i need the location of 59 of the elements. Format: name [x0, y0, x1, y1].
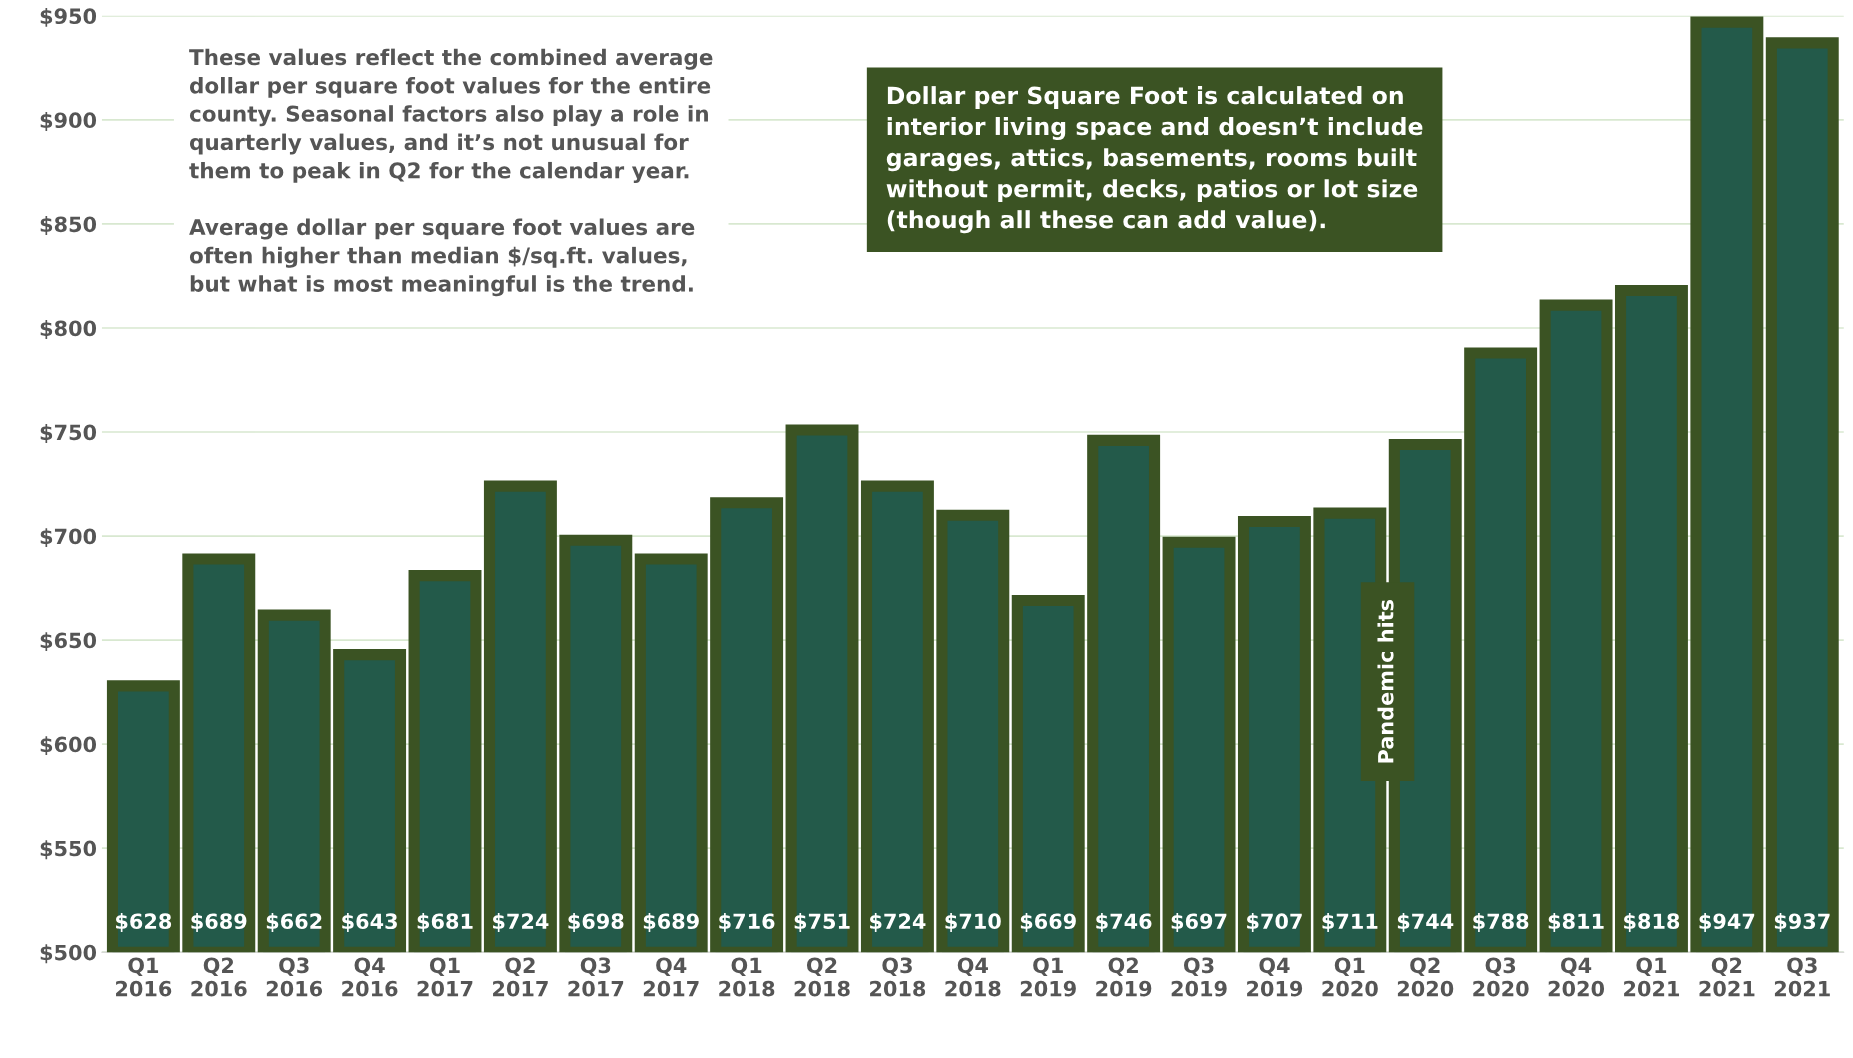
data-label: $744: [1397, 912, 1454, 932]
text: These values reflect the combined average dollar per square foot values for the entire county. Seasonal factors also play a role in quarterly values, and it’s not unusual for them to peak in Q2 for the calendar year. Average dollar per square foot values are often higher than median $/sq.ft. values, but what is most meaningful is the trend.: [189, 48, 713, 297]
x-tick-label: Q3 2018: [870, 957, 926, 997]
data-label: $707: [1247, 912, 1302, 932]
y-tick-label: $700: [40, 528, 97, 548]
x-tick-label: Q2 2016: [191, 957, 247, 997]
x-tick-label: Q1 2019: [1020, 957, 1076, 997]
x-tick-label: Q1 2017: [417, 957, 473, 997]
x-tick-label: Q2 2021: [1699, 957, 1755, 997]
x-tick-label: Q2 2018: [794, 957, 850, 997]
data-label: $689: [643, 912, 699, 932]
data-label: $643: [342, 912, 397, 932]
annotation: Dollar per Square Foot is calculated on interior living space and doesn’t include garages, attics, basements, rooms built without permit, decks, patios or lot size (though all these can add value).: [886, 86, 1423, 234]
y-tick-label: $750: [40, 424, 97, 443]
x-tick-label: Q1 2020: [1322, 957, 1378, 997]
y-tick-label: $800: [40, 320, 97, 339]
annotation: Pandemic hits: [1377, 599, 1394, 763]
data-label: $937: [1774, 912, 1830, 932]
data-label: $681: [417, 912, 473, 932]
x-tick-label: Q1 2021: [1624, 957, 1680, 997]
data-label: $710: [945, 912, 1001, 932]
y-tick-label: $650: [40, 632, 97, 652]
y-tick-label: $600: [40, 736, 97, 756]
data-label: $697: [1171, 912, 1227, 932]
x-tick-label: Q4 2018: [945, 957, 1001, 997]
x-tick-label: Q4 2016: [342, 957, 398, 997]
x-tick-label: Q1 2016: [116, 957, 172, 997]
x-tick-label: Q3 2020: [1473, 957, 1529, 997]
data-label: $751: [794, 912, 850, 932]
data-label: $669: [1020, 912, 1076, 932]
data-label: $746: [1096, 912, 1152, 932]
data-label: $724: [493, 912, 549, 932]
x-tick-label: Q2 2019: [1096, 957, 1152, 997]
data-label: $818: [1624, 912, 1680, 932]
x-tick-label: Q2 2017: [493, 957, 548, 997]
x-tick-label: Q3 2019: [1171, 957, 1227, 997]
x-tick-label: Q4 2019: [1247, 957, 1303, 997]
x-tick-label: Q3 2016: [266, 957, 323, 997]
y-tick-label: $850: [40, 216, 97, 235]
data-label: $662: [266, 912, 322, 932]
data-label: $947: [1699, 912, 1755, 932]
data-label: $811: [1548, 912, 1604, 932]
data-label: $711: [1322, 912, 1378, 932]
y-tick-label: $550: [40, 840, 97, 860]
x-tick-label: Q2 2020: [1397, 957, 1454, 997]
y-tick-label: $950: [40, 7, 97, 27]
data-label: $716: [719, 912, 775, 932]
data-label: $788: [1473, 912, 1529, 932]
x-tick-label: Q1 2018: [719, 957, 775, 997]
data-label: $689: [191, 912, 247, 932]
data-label: $628: [116, 912, 172, 932]
x-tick-label: Q4 2020: [1548, 957, 1605, 997]
data-label: $698: [568, 912, 624, 932]
x-tick-label: Q4 2017: [643, 957, 699, 997]
data-label: $724: [870, 912, 926, 932]
x-tick-label: Q3 2021: [1774, 957, 1830, 997]
x-tick-label: Q3 2017: [568, 957, 624, 997]
y-tick-label: $900: [40, 111, 97, 131]
y-tick-label: $500: [40, 944, 97, 964]
